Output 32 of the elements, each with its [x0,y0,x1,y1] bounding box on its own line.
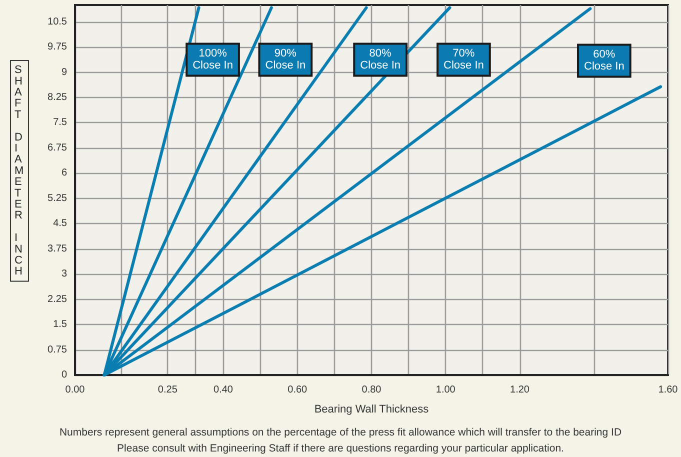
x-tick-label: 1.20 [510,384,530,396]
y-tick-label: 6.75 [48,142,68,154]
x-tick-label: 0.00 [65,384,86,396]
y-tick-label: 9 [61,66,68,78]
x-tick-label: 0.80 [362,384,382,396]
x-tick-label: 1.00 [436,384,456,396]
y-tick-label: 9.75 [48,42,68,53]
x-tick-label: 1.60 [658,384,678,396]
series-label: 80% Close In [360,48,400,72]
y-tick-label: 10.5 [48,16,68,28]
text: Please consult with Engineering Staff if there are questions regarding your particular application. [117,442,564,454]
y-tick-label: 4.5 [53,218,68,230]
y-tick-label: 1.5 [53,319,68,330]
y-tick-label: 7.5 [53,117,68,128]
y-tick-label: 5.25 [48,192,68,204]
x-tick-label: 0.25 [158,384,178,396]
x-axis-title: Bearing Wall Thickness [314,404,430,416]
text: SHAFT DIAMETER INCH [14,64,24,278]
y-tick-label: 0 [61,370,68,380]
y-tick-label: 3.75 [48,243,68,254]
text: 60% Close In [584,48,624,73]
text: 70% Close In [444,48,484,72]
series-label: 100% Close In [192,48,233,72]
text: Numbers represent general assumptions on the percentage of the press fit allowance which will transfer to the bearing ID [59,426,622,438]
y-tick-label: 6 [61,168,68,179]
y-tick-label: 8.25 [48,92,68,103]
y-tick-label: 2.25 [48,294,68,305]
x-tick-label: 0.40 [214,384,234,396]
series-label: 90% Close In [265,48,306,72]
x-tick-label: 0.60 [288,384,308,396]
y-tick-label: 0.75 [48,344,68,356]
y-tick-label: 3 [61,268,68,280]
